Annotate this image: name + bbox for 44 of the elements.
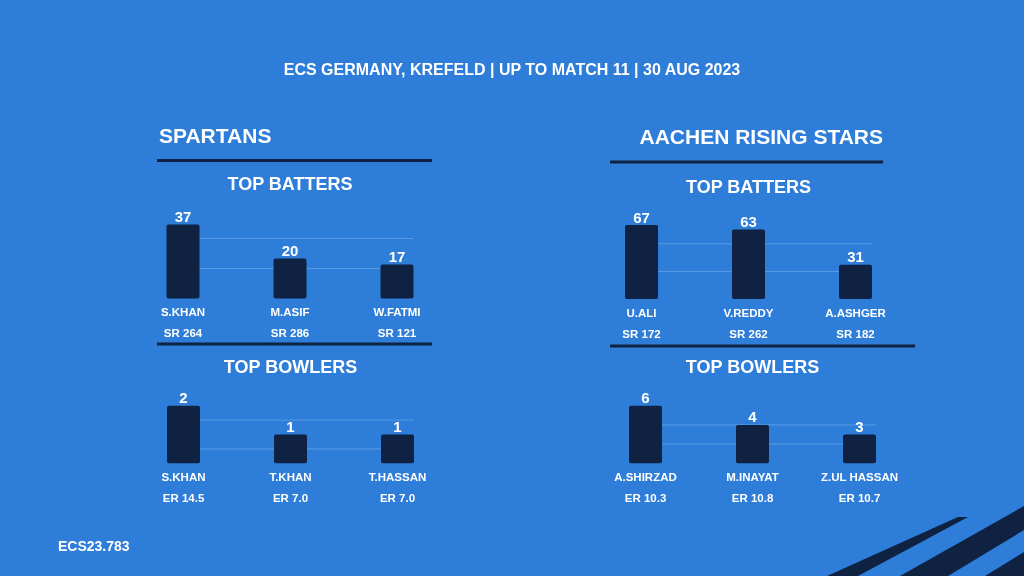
x-tick-label: M.INAYAT bbox=[726, 470, 779, 483]
data-label: 1 bbox=[286, 418, 295, 435]
chart-title: TOP BOWLERS bbox=[223, 357, 358, 377]
x-tick-label: V.REDDY bbox=[723, 306, 774, 319]
text: SR 182 bbox=[836, 327, 875, 340]
data-label: 20 bbox=[281, 242, 299, 259]
text: SR 262 bbox=[729, 327, 768, 340]
x-tick-label: W.FATMI bbox=[373, 306, 421, 318]
chart-title: AACHEN RISING STARS bbox=[639, 124, 883, 148]
x-tick-label: S.KHAN bbox=[161, 470, 206, 483]
data-label: 17 bbox=[388, 248, 406, 265]
text: ER 10.7 bbox=[838, 491, 881, 504]
x-tick-label: A.SHIRZAD bbox=[614, 470, 677, 483]
chart-subtitle: TOP BATTERS bbox=[685, 177, 812, 197]
data-label: 31 bbox=[847, 248, 864, 266]
data-label: 67 bbox=[633, 208, 650, 226]
chart-title: TOP BOWLERS bbox=[685, 357, 820, 377]
chart-title: SPARTANS bbox=[159, 123, 272, 147]
x-tick-label: T.HASSAN bbox=[368, 470, 427, 483]
x-tick-label: M.ASIF bbox=[270, 306, 310, 318]
text: SR 121 bbox=[377, 327, 417, 339]
text: ECS23.783 bbox=[58, 538, 130, 554]
x-tick-label: Z.UL HASSAN bbox=[820, 470, 899, 483]
text: SR 286 bbox=[270, 327, 310, 339]
x-tick-label: T.KHAN bbox=[269, 470, 312, 483]
text: ER 7.0 bbox=[272, 491, 309, 504]
data-label: 4 bbox=[748, 408, 758, 426]
text: SR 264 bbox=[163, 327, 203, 339]
text: ER 10.8 bbox=[731, 491, 774, 504]
text: ECS GERMANY, KREFELD | UP TO MATCH 11 | 30 AUG 2023 bbox=[283, 60, 741, 78]
data-label: 1 bbox=[393, 418, 402, 435]
text: SR 172 bbox=[622, 327, 661, 340]
chart-subtitle: TOP BATTERS bbox=[227, 174, 353, 194]
text: ER 14.5 bbox=[162, 491, 205, 504]
data-label: 63 bbox=[740, 212, 757, 230]
x-tick-label: S.KHAN bbox=[160, 306, 206, 318]
x-tick-label: A.ASHGER bbox=[825, 306, 887, 319]
text: ER 10.3 bbox=[624, 491, 667, 504]
x-tick-label: U.ALI bbox=[626, 306, 657, 319]
data-label: 2 bbox=[179, 389, 188, 407]
data-label: 3 bbox=[855, 418, 864, 435]
data-label: 6 bbox=[641, 389, 650, 407]
text: ER 7.0 bbox=[379, 491, 416, 504]
data-label: 37 bbox=[174, 208, 192, 225]
